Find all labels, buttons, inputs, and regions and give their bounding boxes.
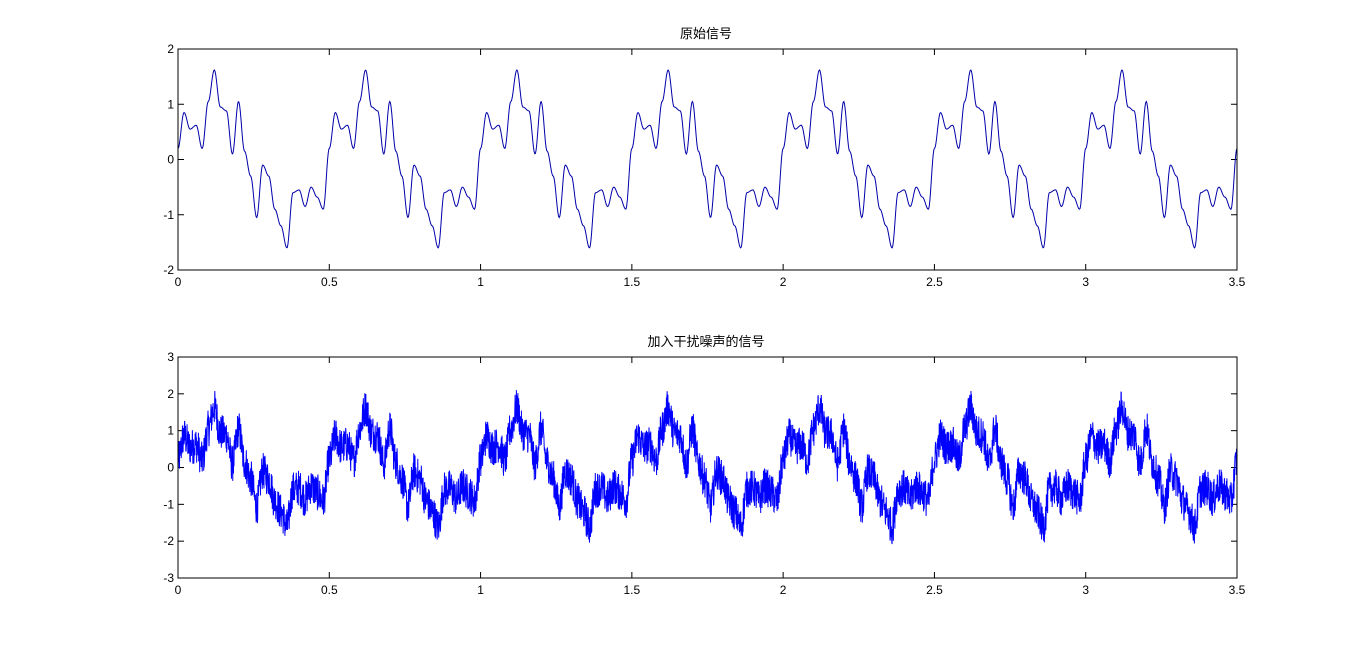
x-tick-label: 2 (780, 275, 787, 289)
y-tick-label: 2 (167, 42, 174, 56)
series-line-original (177, 69, 1238, 249)
x-tick-label: 3.5 (1229, 583, 1246, 597)
y-tick-label: -3 (163, 571, 174, 585)
x-tick-label: 1.5 (624, 275, 641, 289)
x-tick-label: 0 (175, 275, 182, 289)
subplot-noisy-signal: 加入干扰噪声的信号 0 0.5 1 1.5 2 2.5 3 3.5 3 2 1 0 -1 -2 -3 (163, 334, 1245, 597)
series-line-noisy (177, 390, 1238, 545)
axes-box (177, 356, 1238, 579)
x-tick-label: 3 (1082, 275, 1089, 289)
y-tick-label: 1 (167, 424, 174, 438)
y-tick-label: 0 (167, 461, 174, 475)
y-tick-label: -2 (163, 534, 174, 548)
x-tick-label: 0.5 (321, 583, 338, 597)
x-tick-label: 2.5 (926, 583, 943, 597)
axes-background (178, 49, 1237, 270)
x-tick-label: 0 (175, 583, 182, 597)
y-tick-label: 3 (167, 350, 174, 364)
y-tick-label: -1 (163, 497, 174, 511)
x-tick-label: 2 (780, 583, 787, 597)
title-noisy-signal: 加入干扰噪声的信号 (647, 334, 764, 350)
axes-background (178, 357, 1237, 578)
y-tick-label: -1 (163, 208, 174, 222)
x-tick-label: 2.5 (926, 275, 943, 289)
x-tick-label: 0.5 (321, 275, 338, 289)
axes-box (177, 48, 1238, 271)
x-tick-label: 1.5 (624, 583, 641, 597)
y-tick-label: 2 (167, 387, 174, 401)
y-tick-label: 1 (167, 97, 174, 111)
tick-group: 0 0.5 1 1.5 2 2.5 3 3.5 3 2 1 0 -1 -2 -3 (163, 350, 1245, 597)
y-tick-label: 0 (167, 153, 174, 167)
subplot-original-signal: 原始信号 0 0.5 1 1.5 2 2.5 3 3.5 2 1 0 -1 -2 (163, 27, 1245, 289)
x-tick-label: 3 (1082, 583, 1089, 597)
title-original-signal: 原始信号 (680, 27, 732, 42)
x-tick-label: 1 (477, 583, 484, 597)
x-tick-label: 1 (477, 275, 484, 289)
tick-group: 0 0.5 1 1.5 2 2.5 3 3.5 2 1 0 -1 -2 (163, 42, 1245, 289)
x-tick-label: 3.5 (1229, 275, 1246, 289)
y-tick-label: -2 (163, 263, 174, 277)
